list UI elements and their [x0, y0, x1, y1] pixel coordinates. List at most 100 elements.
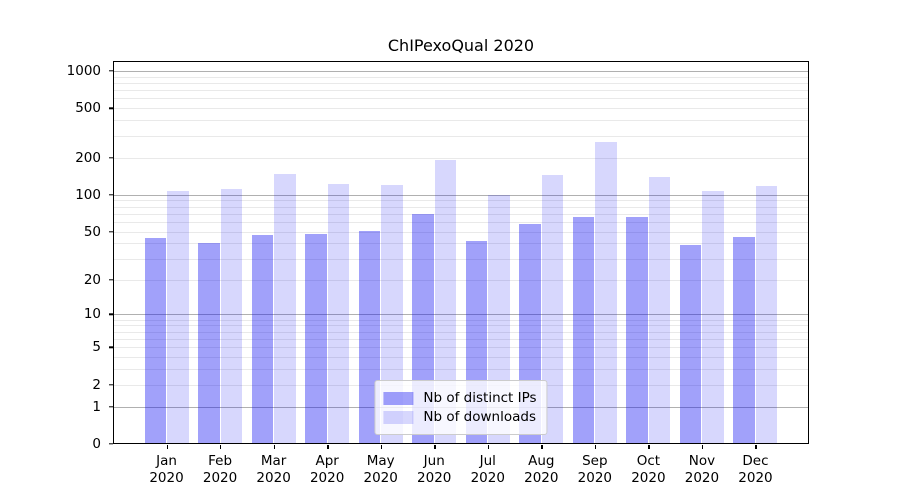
gridline-minor-70	[113, 213, 809, 215]
bar-jan-distinct-ips	[144, 238, 167, 444]
x-tick-label-feb: Feb 2020	[188, 453, 252, 487]
y-tick-label-100: 100	[75, 186, 101, 203]
gridline-minor-5	[113, 347, 809, 349]
gridline-minor-500	[113, 108, 809, 110]
legend-label-distinct-ips: Nb of distinct IPs	[423, 390, 537, 406]
x-tick-label-oct: Oct 2020	[616, 453, 680, 487]
gridline-minor-800	[113, 82, 809, 84]
y-tick-mark-20	[109, 278, 113, 281]
y-tick-mark-1	[109, 405, 113, 408]
bar-oct-distinct-ips	[626, 216, 648, 444]
x-tick-mark-apr	[327, 445, 329, 449]
gridline-minor-200	[113, 157, 809, 159]
x-tick-year: 2020	[256, 470, 291, 486]
gridline-minor-40	[113, 243, 809, 245]
x-tick-mark-aug	[541, 445, 543, 449]
x-tick-mark-jul	[487, 445, 490, 449]
x-tick-mark-jan	[166, 445, 168, 449]
gridline-minor-50	[113, 231, 809, 233]
x-tick-month: Nov	[688, 453, 716, 469]
gridline-minor-9	[113, 319, 809, 321]
y-tick-label-50: 50	[83, 223, 101, 240]
bar-dec-downloads	[755, 186, 778, 444]
y-tick-mark-2	[109, 383, 113, 386]
legend-swatch-downloads	[383, 410, 414, 424]
y-tick-mark-200	[109, 156, 113, 159]
x-tick-mark-may	[380, 445, 383, 449]
bar-apr-downloads	[327, 183, 350, 444]
x-tick-mark-feb	[220, 445, 222, 449]
y-tick-label-5: 5	[92, 339, 101, 356]
x-tick-year: 2020	[417, 470, 452, 486]
y-axis: 0 1 2 5 10 20 50 100 200 500 1000	[0, 61, 113, 452]
x-tick-label-sep: Sep 2020	[563, 453, 627, 487]
gridline-minor-8	[113, 325, 809, 327]
bar-mar-distinct-ips	[251, 234, 274, 444]
x-tick-year: 2020	[738, 470, 773, 486]
legend-label-downloads: Nb of downloads	[423, 409, 536, 425]
y-tick-mark-500	[109, 107, 113, 109]
x-tick-mark-oct	[648, 445, 650, 449]
y-tick-label-0: 0	[92, 436, 101, 452]
x-tick-year: 2020	[363, 470, 398, 486]
x-tick-year: 2020	[309, 470, 345, 486]
x-tick-label-jan: Jan 2020	[135, 453, 199, 487]
gridline-minor-900	[113, 76, 809, 78]
x-tick-mark-mar	[273, 445, 275, 449]
x-tick-mark-dec	[755, 445, 757, 449]
y-tick-label-20: 20	[83, 271, 101, 288]
gridline-minor-20	[113, 279, 809, 281]
x-tick-month: Dec	[742, 453, 769, 469]
y-tick-mark-10	[109, 313, 113, 316]
x-tick-label-jul: Jul 2020	[456, 453, 520, 487]
bar-jun-downloads	[434, 160, 457, 444]
x-tick-month: Jan	[156, 453, 177, 469]
bar-sep-distinct-ips	[572, 216, 595, 444]
x-tick-label-nov: Nov 2020	[670, 453, 734, 487]
x-tick-year: 2020	[149, 470, 184, 486]
plot-area: Nb of distinct IPs Nb of downloads	[113, 61, 809, 444]
x-tick-year: 2020	[470, 470, 505, 486]
x-tick-year: 2020	[631, 470, 666, 486]
gridline-minor-80	[113, 206, 809, 208]
x-tick-label-may: May 2020	[349, 453, 413, 487]
bar-dec-distinct-ips	[733, 237, 755, 444]
gridline-minor-90	[113, 200, 809, 202]
x-tick-month: Feb	[208, 453, 233, 469]
bar-aug-downloads	[541, 174, 564, 444]
gridline-minor-300	[113, 135, 809, 137]
y-tick-mark-0	[109, 443, 113, 445]
gridline-minor-30	[113, 258, 809, 260]
x-tick-mark-sep	[594, 445, 597, 449]
gridline-minor-400	[113, 120, 809, 122]
x-tick-year: 2020	[202, 470, 238, 486]
x-tick-year: 2020	[577, 470, 613, 486]
x-tick-month: May	[366, 453, 395, 469]
gridline-minor-7	[113, 331, 809, 333]
gridline-minor-60	[113, 221, 809, 223]
bar-jan-downloads	[167, 191, 189, 444]
bar-mar-downloads	[274, 174, 296, 444]
y-tick-label-1000: 1000	[66, 62, 101, 79]
chart-title: ChIPexoQual 2020	[387, 36, 535, 55]
bar-feb-distinct-ips	[198, 243, 220, 444]
x-tick-month: Aug	[528, 453, 555, 469]
x-tick-year: 2020	[684, 470, 720, 486]
x-tick-label-mar: Mar 2020	[242, 453, 306, 487]
x-tick-label-jun: Jun 2020	[402, 453, 466, 487]
x-axis: Jan 2020 Feb 2020 Mar 2020 Apr 2020 May 2020 Jun 20…	[113, 444, 809, 500]
bar-nov-downloads	[702, 191, 724, 444]
x-tick-month: Sep	[582, 453, 608, 469]
x-tick-month: Oct	[636, 453, 661, 469]
x-tick-label-apr: Apr 2020	[295, 453, 359, 487]
y-tick-mark-1000	[109, 70, 113, 72]
x-tick-month: Jul	[479, 453, 496, 469]
y-tick-label-10: 10	[83, 306, 101, 323]
gridline-major-1000	[113, 70, 809, 72]
gridline-minor-3	[113, 369, 809, 371]
x-tick-label-dec: Dec 2020	[723, 453, 787, 487]
gridline-minor-4	[113, 357, 809, 359]
bar-sep-downloads	[595, 141, 617, 444]
bar-feb-downloads	[220, 189, 243, 444]
